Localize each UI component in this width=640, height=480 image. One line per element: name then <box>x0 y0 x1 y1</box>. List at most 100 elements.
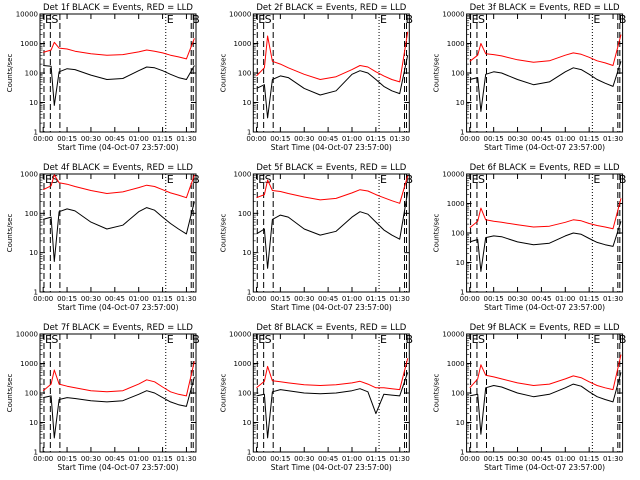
x-axis-label: Start Time (04-Oct-07 23:57:00) <box>271 303 392 312</box>
marker-label-E: E <box>258 333 265 346</box>
y-tick-label: 1 <box>247 289 251 297</box>
y-tick-label: 10 <box>456 259 465 267</box>
x-tick-label: 00:15 <box>484 455 504 463</box>
x-tick-label: 01:00 <box>342 455 362 463</box>
y-tick-label: 1000 <box>233 360 251 368</box>
y-tick-label: 100 <box>25 390 38 398</box>
x-tick-label: 01:00 <box>555 135 575 143</box>
x-tick-label: 00:45 <box>318 455 338 463</box>
marker-label-E: E <box>472 333 479 346</box>
x-axis-label: Start Time (04-Oct-07 23:57:00) <box>57 463 178 472</box>
x-tick-label: 01:30 <box>390 295 410 303</box>
x-tick-label: 01:30 <box>603 135 623 143</box>
x-axis-label: Start Time (04-Oct-07 23:57:00) <box>271 143 392 152</box>
panel-title: Det 6f BLACK = Events, RED = LLD <box>470 163 620 173</box>
x-tick-label: 00:15 <box>270 135 290 143</box>
series-lld <box>469 34 622 66</box>
y-axis-label: Counts/sec <box>433 374 441 413</box>
x-axis-label: Start Time (04-Oct-07 23:57:00) <box>57 143 178 152</box>
marker-label-E: E <box>167 333 174 346</box>
panel-title: Det 5f BLACK = Events, RED = LLD <box>256 163 406 173</box>
y-axis-label: Counts/sec <box>219 374 227 413</box>
x-tick-label: 00:00 <box>460 295 480 303</box>
series-lld <box>43 38 195 60</box>
x-tick-label: 01:00 <box>342 295 362 303</box>
x-tick-label: 01:15 <box>579 135 599 143</box>
x-tick-label: 00:00 <box>33 455 53 463</box>
x-tick-label: 00:00 <box>246 455 266 463</box>
y-axis-label: Counts/sec <box>6 374 14 413</box>
marker-label-B: B <box>406 13 414 26</box>
panel-title: Det 3f BLACK = Events, RED = LLD <box>470 3 620 13</box>
y-tick-label: 10000 <box>16 11 38 19</box>
panel-det-7: Det 7f BLACK = Events, RED = LLD 1 10 100 10… <box>6 323 200 472</box>
plot-frame <box>39 13 197 133</box>
marker-label-E: E <box>380 13 387 26</box>
x-tick-label: 01:30 <box>603 295 623 303</box>
x-tick-label: 00:45 <box>531 455 551 463</box>
x-tick-label: 00:15 <box>57 295 77 303</box>
y-tick-label: 1 <box>34 129 38 137</box>
x-tick-label: 01:30 <box>390 455 410 463</box>
plot-frame <box>252 13 410 133</box>
x-tick-label: 01:15 <box>152 455 172 463</box>
x-tick-label: 00:15 <box>270 455 290 463</box>
series-lld <box>256 31 409 83</box>
panel-title: Det 1f BLACK = Events, RED = LLD <box>43 3 193 13</box>
marker-label-E: E <box>45 173 52 186</box>
x-tick-label: 00:45 <box>531 295 551 303</box>
marker-label-B: B <box>406 333 414 346</box>
series-events <box>256 372 409 439</box>
marker-label-S: S <box>478 333 485 346</box>
y-tick-label: 100 <box>238 210 251 218</box>
y-tick-label: 10 <box>29 249 38 257</box>
marker-label-E: E <box>593 173 600 186</box>
marker-label-E: E <box>472 173 479 186</box>
y-tick-label: 100 <box>451 390 464 398</box>
y-tick-label: 100 <box>238 70 251 78</box>
marker-label-S: S <box>51 173 58 186</box>
series-events <box>256 191 409 269</box>
y-tick-label: 100 <box>25 70 38 78</box>
marker-label-E: E <box>167 13 174 26</box>
x-tick-label: 01:30 <box>390 135 410 143</box>
y-tick-label: 10000 <box>442 171 464 179</box>
x-tick-label: 00:15 <box>57 135 77 143</box>
marker-label-B: B <box>619 13 627 26</box>
x-tick-label: 00:30 <box>507 455 527 463</box>
series-lld <box>469 354 622 391</box>
series-lld <box>256 358 409 391</box>
marker-label-S: S <box>478 13 485 26</box>
marker-label-B: B <box>619 173 627 186</box>
y-tick-label: 1000 <box>447 360 465 368</box>
panel-title: Det 8f BLACK = Events, RED = LLD <box>256 323 406 333</box>
x-tick-label: 00:00 <box>460 455 480 463</box>
marker-label-E: E <box>167 173 174 186</box>
y-tick-label: 10 <box>242 419 251 427</box>
y-tick-label: 10 <box>29 419 38 427</box>
marker-label-B: B <box>192 333 200 346</box>
marker-label-S: S <box>265 173 272 186</box>
panel-det-4: Det 4f BLACK = Events, RED = LLD 1 10 100 10… <box>6 163 200 312</box>
x-tick-label: 00:15 <box>57 455 77 463</box>
y-tick-label: 1 <box>247 129 251 137</box>
y-tick-label: 1 <box>460 449 464 457</box>
x-tick-label: 00:45 <box>531 135 551 143</box>
series-lld <box>469 198 622 230</box>
y-tick-label: 1 <box>460 289 464 297</box>
y-tick-label: 100 <box>25 210 38 218</box>
x-tick-label: 00:30 <box>294 135 314 143</box>
x-tick-label: 00:15 <box>270 295 290 303</box>
y-tick-label: 1 <box>247 449 251 457</box>
panel-det-9: Det 9f BLACK = Events, RED = LLD 1 10 100 10… <box>433 323 627 472</box>
y-tick-label: 10000 <box>16 331 38 339</box>
x-tick-label: 01:15 <box>152 135 172 143</box>
y-tick-label: 10000 <box>442 331 464 339</box>
panel-det-3: Det 3f BLACK = Events, RED = LLD 1 10 100 10… <box>433 3 627 152</box>
marker-label-E: E <box>472 13 479 26</box>
series-events <box>256 55 409 119</box>
x-tick-label: 01:00 <box>555 455 575 463</box>
x-axis-label: Start Time (04-Oct-07 23:57:00) <box>484 303 605 312</box>
y-axis-label: Counts/sec <box>433 54 441 93</box>
